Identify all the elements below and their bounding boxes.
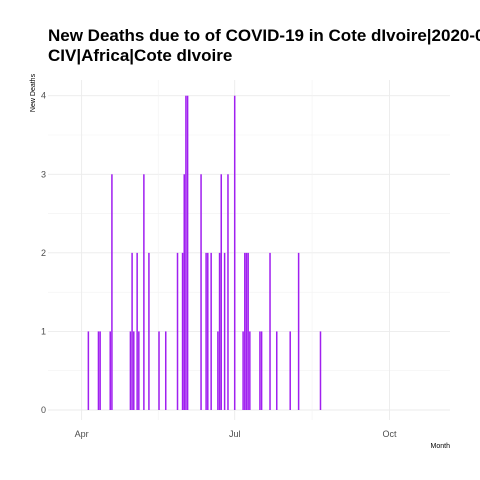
y-axis-label: New Deaths [30,73,37,112]
bars [87,95,322,410]
bar [87,331,90,410]
bar [143,174,145,410]
chart-title-line-1: New Deaths due to of COVID-19 in Cote dI… [48,26,480,45]
bar [227,174,229,410]
bar [97,331,100,410]
bar [164,331,167,410]
bar [200,174,202,410]
bar [269,252,271,410]
y-tick-label: 0 [41,405,46,415]
chart-title-line-2: CIV|Africa|Cote dIvoire [48,46,233,65]
x-tick-label: Oct [382,429,397,439]
bar [129,331,132,410]
x-axis-label: Month [431,443,451,450]
bar [289,331,291,410]
bar [297,252,300,410]
bar [205,252,207,410]
y-tick-labels: 0 1 2 3 4 [41,91,46,415]
bar [133,331,135,410]
bar [109,331,111,410]
x-tick-label: Jul [229,429,241,439]
bar [181,252,184,410]
bar [220,174,223,410]
bar [207,252,209,410]
bar [136,252,138,410]
chart-title: New Deaths due to of COVID-19 in Cote dI… [48,26,480,66]
bar [218,252,221,410]
bar [183,174,185,410]
y-tick-label: 3 [41,169,46,179]
bar [259,331,261,410]
bar [111,174,113,410]
bar [247,252,249,410]
x-tick-labels: Apr Jul Oct [75,429,397,439]
bar [242,331,244,410]
bar [249,331,251,410]
y-tick-label: 1 [41,326,46,336]
bar [138,331,140,410]
bar [275,331,278,410]
bar [99,331,101,410]
bar [148,252,150,410]
bar [245,252,248,410]
bar [244,252,246,410]
x-tick-label: Apr [75,429,89,439]
bar [217,331,219,410]
bar [210,252,212,410]
bar [186,95,189,410]
bar [319,331,322,410]
bar [158,331,160,410]
y-tick-label: 2 [41,248,46,258]
bar [185,95,187,410]
bar [176,252,179,410]
bar [223,252,226,410]
grid [48,80,450,420]
bar [233,95,236,410]
bar [260,331,263,410]
bar [131,252,133,410]
y-tick-label: 4 [41,91,46,101]
